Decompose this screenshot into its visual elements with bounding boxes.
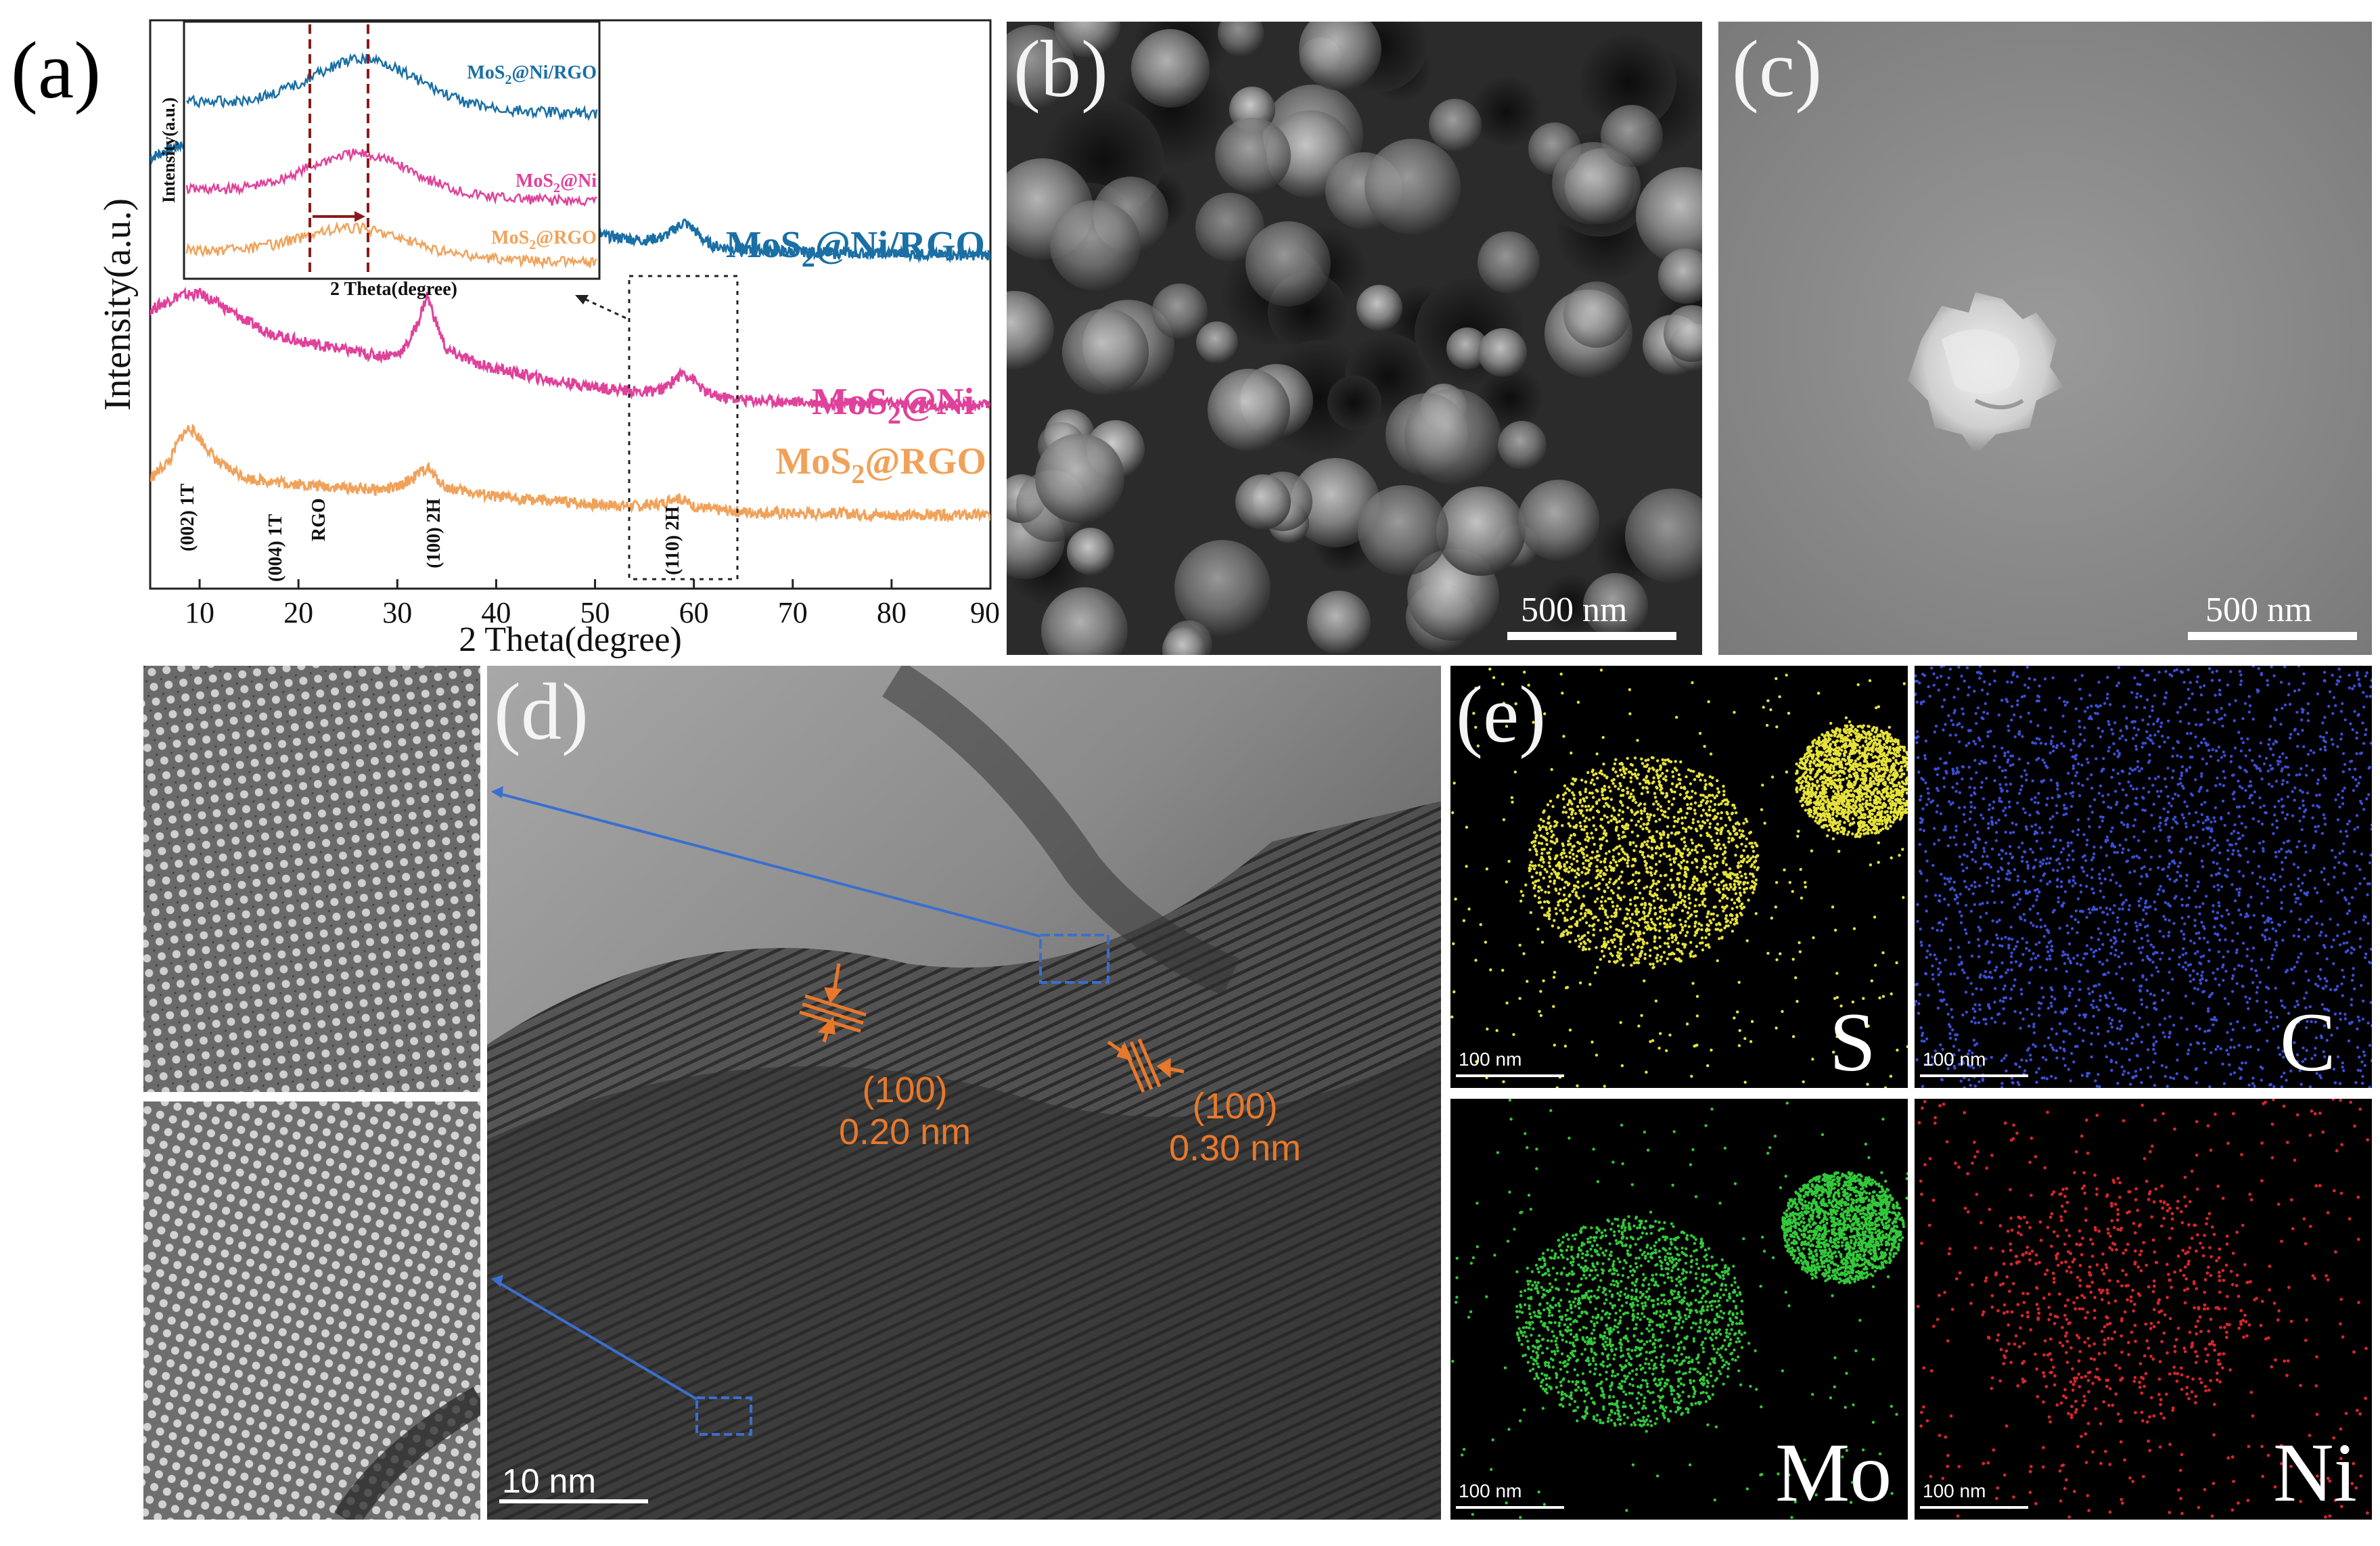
inset-y-label: Intensity(a.u.) — [159, 97, 179, 203]
zoom-region-box — [628, 275, 739, 581]
scale-text-c: 500 nm — [2205, 591, 2312, 629]
fringe-label-1: (100) 0.20 nm — [839, 1069, 971, 1153]
zoom-box-2 — [695, 1396, 752, 1436]
eds-scale-bar-mo — [1456, 1506, 1564, 1509]
eds-map-s: (e) S 100 nm — [1450, 666, 1908, 1088]
inset-series-line-1 — [185, 148, 597, 207]
inset-label-mos2-ni-rgo: MoS2@Ni/RGO — [467, 62, 597, 87]
peak-label-002-1t: (002) 1T — [177, 483, 198, 551]
x-tick-label-60: 60 — [679, 596, 709, 629]
scale-bar-d — [499, 1499, 648, 1503]
x-tick-label-80: 80 — [877, 596, 907, 629]
eds-map-mo: Mo 100 nm — [1450, 1099, 1908, 1520]
tem-annotations — [491, 786, 1185, 1436]
panel-b-label: (b) — [1013, 24, 1108, 114]
plot-frame — [149, 19, 992, 590]
x-tick-label-70: 70 — [778, 596, 808, 629]
fringe-1-plane: (100) — [862, 1070, 948, 1110]
fringe-2-plane: (100) — [1192, 1086, 1278, 1127]
x-tick-label-90: 90 — [970, 596, 1000, 629]
eds-scale-bar-c — [1920, 1074, 2028, 1077]
series-label-mos2-rgo: MoS2@RGO — [775, 440, 986, 489]
element-label-mo: Mo — [1775, 1426, 1892, 1519]
inset-label-mos2-ni: MoS2@Ni — [516, 170, 597, 196]
peak-label-004-1t: (004) 1T — [265, 514, 286, 582]
fringe-marker-2 — [1107, 1039, 1185, 1093]
x-tick-label-40: 40 — [481, 596, 511, 629]
element-label-ni: Ni — [2273, 1426, 2357, 1519]
peak-label-100-2h: (100) 2H — [424, 498, 444, 568]
hrtem-zoom-top — [143, 666, 480, 1092]
y-axis-label: Intensity(a.u.) — [97, 198, 139, 411]
zoom-link-1 — [496, 792, 1041, 938]
eds-map-c: C 100 nm — [1915, 666, 2372, 1088]
x-tick-label-20: 20 — [283, 596, 313, 629]
eds-scale-bar-s — [1456, 1074, 1564, 1077]
inset-series-line-0 — [185, 51, 598, 122]
sem-image-c: (c) 500 nm — [1718, 22, 2372, 655]
series-label-mos2-ni-rgo: MoS2@Ni/RGO — [726, 224, 985, 273]
scale-bar-c — [2188, 632, 2357, 640]
zoom-link-2 — [495, 1280, 698, 1401]
inset-x-label: 2 Theta(degree) — [330, 279, 457, 300]
panel-e-label: (e) — [1456, 669, 1547, 759]
fringe-marker-1 — [799, 963, 867, 1043]
eds-scale-text-c: 100 nm — [1923, 1049, 1986, 1070]
panel-d-label: (d) — [494, 666, 589, 756]
inset-frame — [183, 20, 601, 280]
eds-scale-text-mo: 100 nm — [1459, 1480, 1522, 1501]
eds-map-ni: Ni 100 nm — [1915, 1099, 2372, 1520]
zoom-pointer-arrowhead — [575, 295, 589, 304]
x-axis-label: 2 Theta(degree) — [459, 620, 682, 659]
eds-scale-text-ni: 100 nm — [1923, 1480, 1986, 1501]
series-label-mos2-ni: MoS2@Ni — [812, 381, 974, 430]
series-line-1 — [150, 286, 990, 413]
hrtem-zoom-bottom — [143, 1101, 480, 1520]
x-tick-label-10: 10 — [185, 596, 214, 629]
element-label-s: S — [1829, 996, 1876, 1088]
zoom-link-2-arrowhead — [491, 1275, 503, 1287]
scale-text-b: 500 nm — [1521, 591, 1628, 629]
hrtem-image-d: (d) (100) 0.20 nm (100) 0.30 nm 10 nm — [487, 666, 1441, 1520]
panel-a-label: (a) — [11, 25, 101, 115]
zoom-pointer-line — [581, 296, 626, 319]
fringe-2-spacing: 0.30 nm — [1169, 1128, 1302, 1169]
panel-c-label: (c) — [1732, 24, 1823, 114]
sem-image-b: (b) 500 nm — [1007, 22, 1702, 655]
peak-label-rgo: RGO — [308, 498, 329, 541]
zoom-box-1 — [1039, 934, 1109, 984]
scale-bar-b — [1507, 632, 1676, 640]
eds-scale-text-s: 100 nm — [1459, 1049, 1522, 1070]
scale-text-d: 10 nm — [502, 1462, 596, 1500]
inset-label-mos2-rgo: MoS2@RGO — [491, 227, 597, 252]
series-line-2 — [150, 423, 990, 524]
element-label-c: C — [2280, 996, 2336, 1088]
zoom-link-1-arrowhead — [491, 786, 503, 798]
fringe-label-2: (100) 0.30 nm — [1169, 1085, 1301, 1169]
xrd-chart: 10 20 30 40 50 60 70 80 90 2 Theta(degree) Inten… — [97, 19, 1000, 659]
peak-label-110-2h: (110) 2H — [662, 506, 683, 575]
x-tick-label-50: 50 — [580, 596, 610, 629]
inset-shift-arrowhead — [354, 211, 365, 222]
fringe-1-spacing: 0.20 nm — [839, 1112, 971, 1153]
x-tick-label-30: 30 — [382, 596, 412, 629]
inset-series-line-2 — [185, 221, 597, 270]
eds-scale-bar-ni — [1920, 1506, 2028, 1509]
